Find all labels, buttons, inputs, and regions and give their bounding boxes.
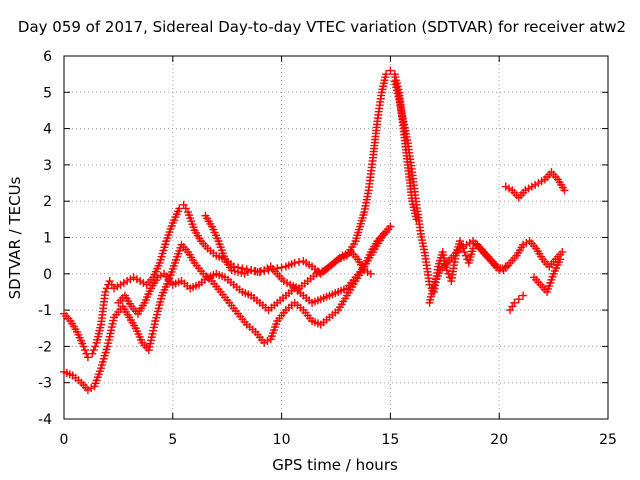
data-point	[560, 186, 569, 195]
x-tick-label: 25	[599, 432, 617, 448]
y-tick-label: 2	[43, 194, 52, 210]
data-point	[456, 237, 465, 246]
y-tick-label: -4	[38, 412, 52, 428]
data-point-fill	[461, 251, 470, 260]
series-track-g	[501, 168, 569, 202]
y-tick-label: 4	[43, 122, 52, 138]
y-tick-label: 3	[43, 158, 52, 174]
y-axis: -4 -3 -2 -1 0 1 2 3 4 5 6	[38, 49, 608, 428]
data-point-fill	[91, 342, 100, 351]
data-point	[79, 342, 88, 351]
data-point	[83, 353, 92, 362]
x-tick-label: 5	[168, 432, 177, 448]
data-point-fill	[81, 346, 90, 355]
y-tick-label: 6	[43, 49, 52, 65]
series-track-i	[530, 255, 565, 296]
data-point	[382, 70, 391, 79]
chart-title: Day 059 of 2017, Sidereal Day-to-day VTE…	[18, 18, 626, 36]
data-point	[514, 295, 523, 304]
series-track-b	[60, 222, 395, 394]
data-point-fill	[295, 258, 304, 267]
data-point-fill	[277, 263, 286, 272]
data-point	[238, 264, 247, 273]
grid-lines	[64, 56, 608, 419]
y-tick-label: 1	[43, 231, 52, 247]
data-point	[101, 287, 110, 296]
y-tick-label: -2	[38, 339, 52, 355]
y-tick-label: -1	[38, 303, 52, 319]
series-track-e	[390, 77, 567, 296]
data-point	[386, 66, 395, 75]
data-point	[556, 255, 565, 264]
data-point	[460, 248, 469, 257]
data-point	[88, 349, 97, 358]
data-point	[290, 258, 299, 267]
y-tick-label: 5	[43, 85, 52, 101]
y-tick-label: -3	[38, 376, 52, 392]
data-points	[60, 66, 569, 394]
x-tick-label: 20	[490, 432, 508, 448]
data-point-fill	[444, 269, 453, 278]
series-track-h	[506, 291, 528, 315]
x-tick-label: 10	[273, 432, 291, 448]
data-point	[366, 269, 375, 278]
series-track-f	[425, 237, 510, 307]
x-tick-label: 0	[60, 432, 69, 448]
x-axis-label: GPS time / hours	[272, 456, 398, 474]
y-tick-label: 0	[43, 267, 52, 283]
x-axis: 0 5 10 15 20 25	[60, 56, 617, 448]
series-track-d	[201, 211, 375, 293]
x-tick-label: 15	[381, 432, 399, 448]
series-track-c	[114, 222, 395, 318]
data-point-fill	[102, 284, 111, 293]
data-point	[510, 298, 519, 307]
data-point	[519, 291, 528, 300]
y-axis-label: SDTVAR / TECUs	[6, 176, 24, 299]
data-point	[386, 222, 395, 231]
data-point-fill	[89, 346, 98, 355]
data-point	[501, 262, 510, 271]
data-point	[558, 248, 567, 257]
